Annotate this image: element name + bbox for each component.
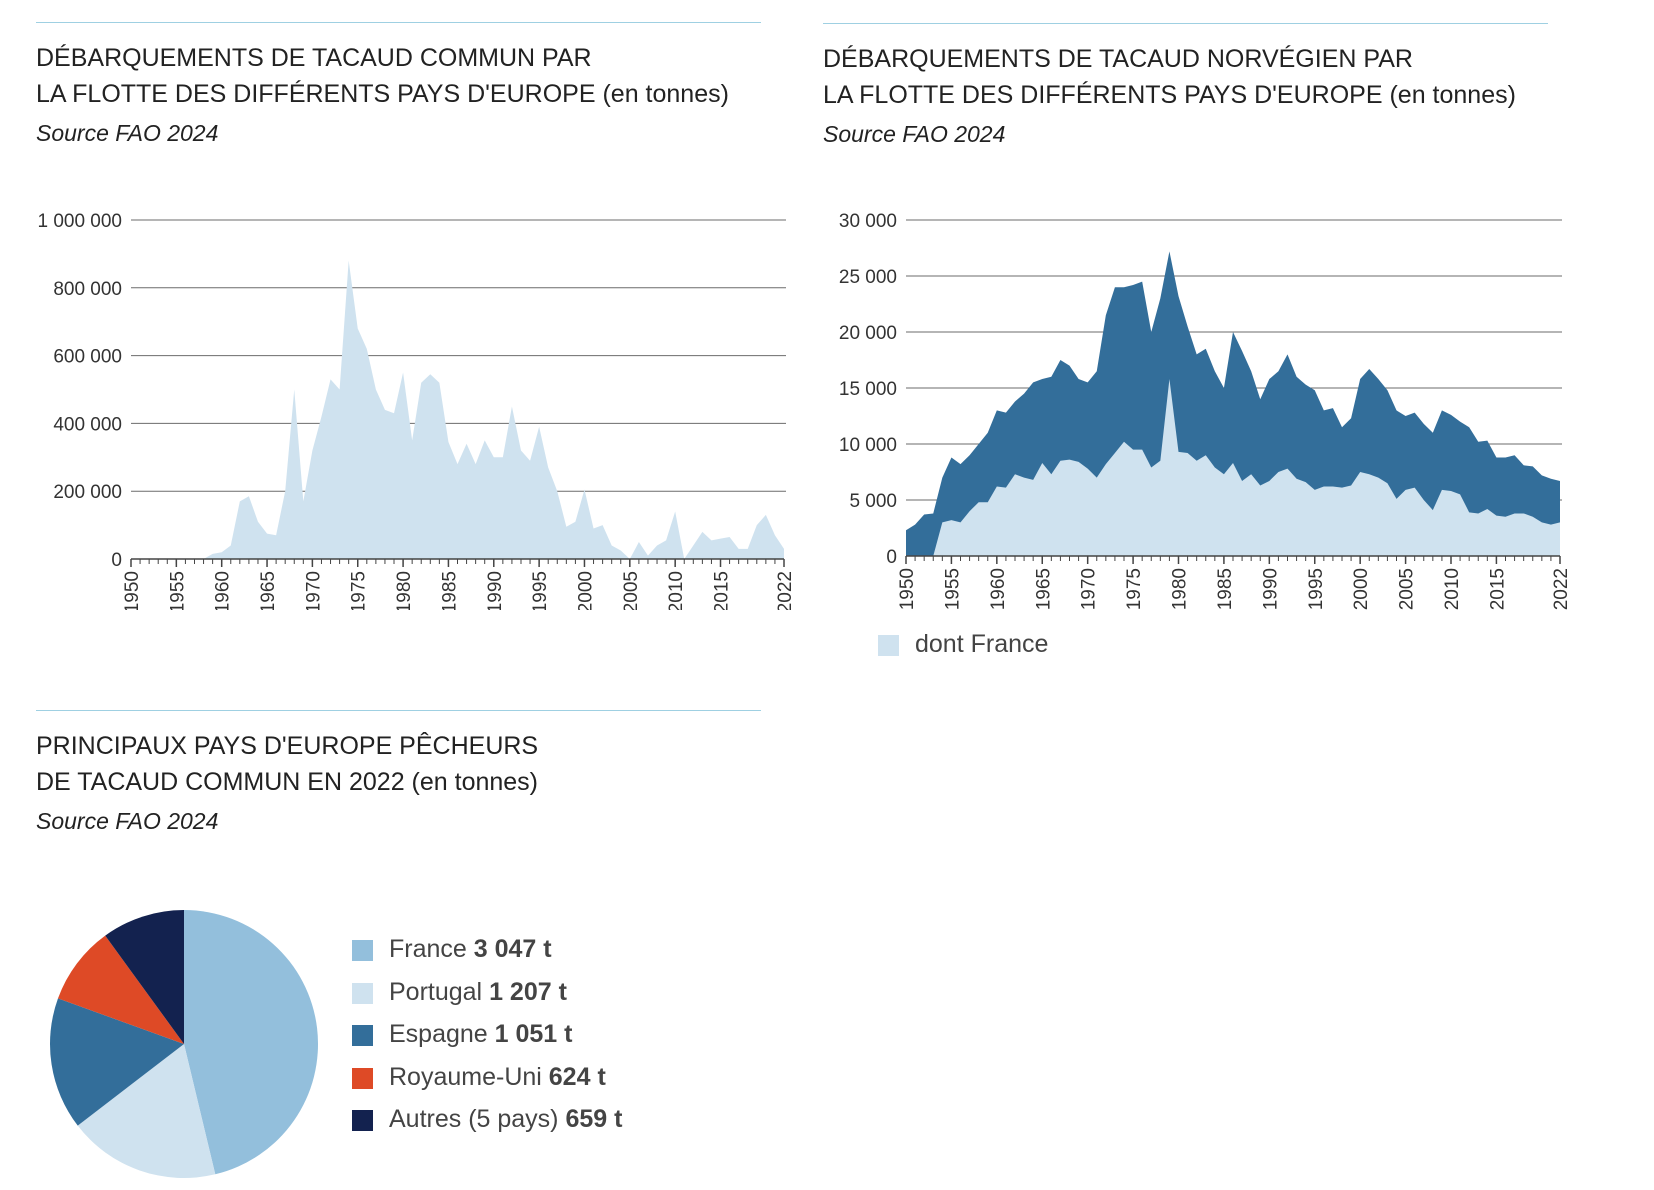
pie-legend-item: Espagne 1 051 t — [352, 1020, 772, 1052]
y-tick-label: 5 000 — [849, 491, 897, 512]
pie-legend-label: Espagne — [389, 1020, 495, 1048]
x-tick-label: 2022 — [775, 571, 796, 610]
y-tick-label: 400 000 — [53, 414, 122, 435]
x-tick-label: 1960 — [988, 568, 1009, 610]
y-tick-label: 25 000 — [839, 267, 897, 288]
x-tick-label: 2005 — [621, 571, 642, 610]
x-tick-label: 1970 — [1079, 568, 1100, 610]
y-tick-label: 10 000 — [839, 435, 897, 456]
pie-legend-value: 1 207 t — [489, 977, 567, 1006]
pie-legend-item: Royaume-Uni 624 t — [352, 1063, 772, 1095]
x-tick-label: 1985 — [439, 571, 460, 610]
pie-legend-label: Autres (5 pays) — [389, 1105, 566, 1133]
pie-legend-swatch — [352, 982, 373, 1004]
x-tick-label: 1980 — [394, 571, 415, 610]
chart-3-subtitle: (en tonnes) — [411, 768, 539, 796]
x-tick-label: 2010 — [666, 571, 687, 610]
pie-legend-swatch — [352, 940, 373, 961]
panel-2-top-rule — [823, 23, 1548, 24]
y-tick-label: 30 000 — [839, 211, 897, 232]
chart-2-area-plot: 0 5 000 10 000 15 000 20 000 25 000 30 000 1950… — [839, 211, 1572, 610]
chart-1-source: Source FAO 2024 — [36, 120, 219, 146]
x-tick-label: 1995 — [1306, 568, 1327, 610]
chart-3-source: Source FAO 2024 — [36, 808, 219, 834]
pie-legend-item: Autres (5 pays) 659 t — [352, 1105, 772, 1137]
x-tick-label: 2000 — [575, 571, 596, 610]
pie-legend-value: 659 t — [565, 1105, 623, 1133]
y-tick-label: 600 000 — [53, 347, 122, 368]
pie-legend-swatch — [352, 1025, 373, 1046]
x-tick-label: 1965 — [258, 571, 279, 610]
chart-3-pie — [49, 910, 319, 1179]
chart-3-title-line-2: DE TACAUD COMMUN EN 2022 — [36, 768, 405, 796]
x-tick-label: 2015 — [1487, 568, 1508, 610]
pie-legend-label: Royaume-Uni — [389, 1062, 549, 1091]
pie-legend-label: France — [389, 935, 474, 963]
chart-2-subtitle: (en tonnes) — [1389, 81, 1516, 109]
x-tick-label: 1960 — [213, 571, 234, 610]
pie-legend-value: 624 t — [548, 1062, 606, 1091]
panel-1-top-rule — [36, 22, 761, 23]
x-tick-label: 1955 — [167, 571, 188, 610]
x-tick-label: 1975 — [349, 571, 370, 610]
legend-swatch-dont-france — [878, 635, 899, 656]
y-tick-label: 800 000 — [53, 279, 122, 300]
chart-3-title: PRINCIPAUX PAYS D'EUROPE PÊCHEURS DE TAC… — [36, 728, 538, 800]
x-tick-label: 2000 — [1351, 568, 1372, 610]
pie-slice-france — [184, 910, 319, 1175]
chart-2-source: Source FAO 2024 — [823, 121, 1006, 147]
x-tick-label: 2005 — [1397, 568, 1418, 610]
x-tick-label: 2010 — [1442, 568, 1463, 610]
pie-legend-value: 3 047 t — [473, 935, 552, 963]
chart-2-title-line-1: DÉBARQUEMENTS DE TACAUD NORVÉGIEN PAR — [823, 45, 1413, 73]
y-tick-label: 20 000 — [839, 323, 897, 344]
x-tick-label: 1990 — [1260, 568, 1281, 610]
chart-3-title-line-1: PRINCIPAUX PAYS D'EUROPE PÊCHEURS — [36, 732, 539, 760]
pie-legend-item: Portugal 1 207 t — [352, 978, 772, 1010]
pie-legend-value: 1 051 t — [494, 1020, 573, 1048]
y-tick-label: 200 000 — [53, 482, 122, 503]
x-tick-label: 1965 — [1033, 568, 1054, 610]
legend-label-dont-france: dont France — [915, 630, 1049, 658]
chart-1-title-line-2: LA FLOTTE DES DIFFÉRENTS PAYS D'EUROPE — [36, 80, 596, 108]
x-tick-label: 2015 — [712, 571, 733, 610]
pie-slice-royaume-uni — [57, 935, 184, 1044]
x-tick-label: 1990 — [485, 571, 506, 610]
y-tick-label: 0 — [111, 550, 122, 571]
y-tick-label: 0 — [886, 547, 897, 568]
pie-legend-swatch — [352, 1110, 373, 1131]
pie-slice-portugal — [77, 1044, 216, 1179]
chart-1-subtitle: (en tonnes) — [602, 80, 729, 108]
chart-2-title-line-2: LA FLOTTE DES DIFFÉRENTS PAYS D'EUROPE — [823, 81, 1383, 109]
chart-2-legend: dont France — [878, 630, 1178, 662]
area-series-0-0 — [131, 260, 784, 559]
y-tick-label: 1 000 000 — [37, 211, 122, 232]
x-tick-label: 1985 — [1215, 568, 1236, 610]
panel-3-top-rule — [36, 710, 761, 711]
pie-legend-swatch — [352, 1067, 373, 1089]
y-tick-label: 15 000 — [839, 379, 897, 400]
chart-3-legend: France 3 047 t Portugal 1 207 t Espagne 1 … — [352, 935, 772, 1165]
x-tick-label: 1980 — [1170, 568, 1191, 610]
chart-1-title-line-1: DÉBARQUEMENTS DE TACAUD COMMUN PAR — [36, 44, 592, 72]
chart-1-area-plot: 0 200 000 400 000 600 000 800 000 1 000 000 19… — [37, 211, 796, 610]
pie-legend-label: Portugal — [389, 977, 490, 1006]
x-tick-label: 1955 — [942, 568, 963, 610]
chart-2-title: DÉBARQUEMENTS DE TACAUD NORVÉGIEN PAR LA… — [823, 41, 1516, 113]
pie-legend-item: France 3 047 t — [352, 935, 772, 967]
area-series-1-1 — [906, 379, 1560, 556]
x-tick-label: 1975 — [1124, 568, 1145, 610]
x-tick-label: 1970 — [303, 571, 324, 610]
x-tick-label: 1950 — [897, 568, 918, 610]
x-tick-label: 1950 — [122, 571, 143, 610]
chart-1-title: DÉBARQUEMENTS DE TACAUD COMMUN PAR LA FL… — [36, 40, 729, 112]
pie-slice-espagne — [49, 998, 184, 1126]
x-tick-label: 2022 — [1551, 568, 1572, 610]
pie-slice-autres-5-pays- — [105, 910, 184, 1044]
x-tick-label: 1995 — [530, 571, 551, 610]
